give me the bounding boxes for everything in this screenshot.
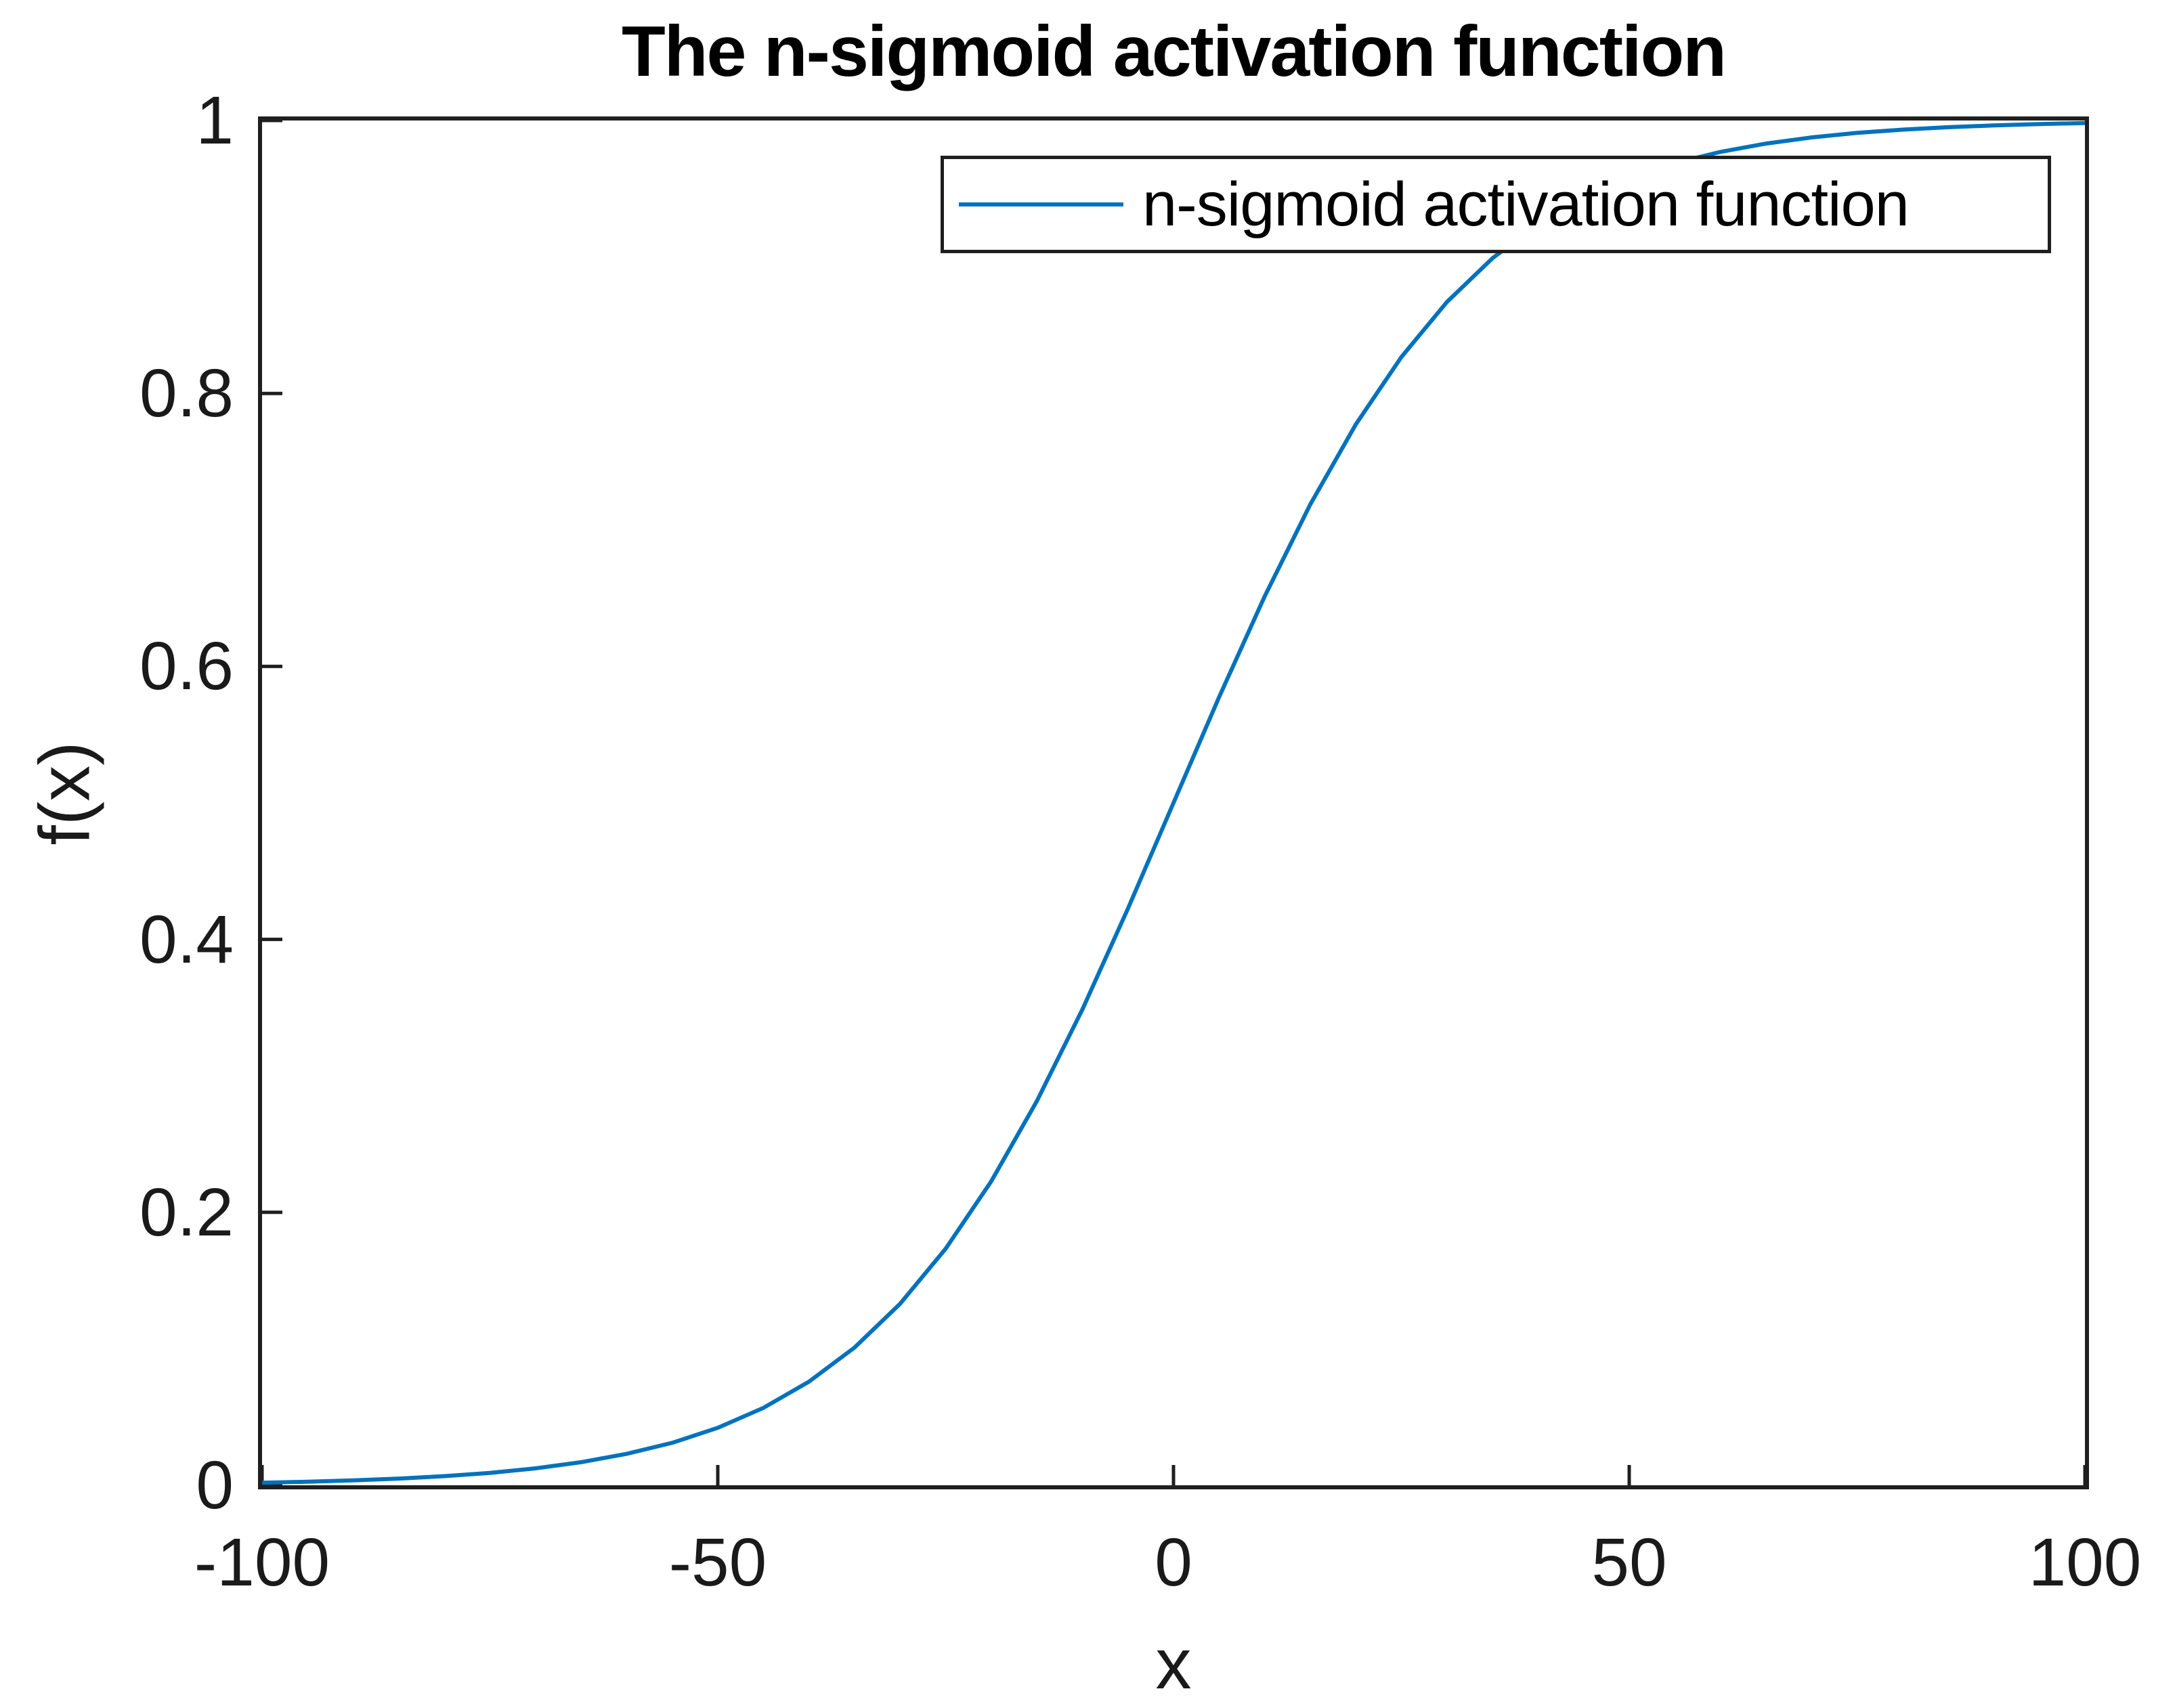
- chart-title: The n-sigmoid activation function: [622, 12, 1727, 91]
- x-tick-label: 100: [2028, 1525, 2142, 1600]
- y-tick-label: 0.4: [139, 901, 234, 978]
- y-tick-label: 0.6: [139, 628, 234, 705]
- legend-entry-label: n-sigmoid activation function: [1142, 169, 1910, 239]
- sigmoid-curve-line: [262, 121, 2085, 1485]
- x-tick-label: 50: [1591, 1525, 1667, 1600]
- y-tick-label: 1: [196, 83, 234, 158]
- x-tick-label: 0: [1155, 1525, 1192, 1600]
- axis-tick-marks: [262, 121, 2085, 1485]
- y-tick-label: 0.8: [139, 355, 234, 432]
- y-axis-label: f(x): [24, 741, 105, 846]
- legend: n-sigmoid activation function: [941, 156, 2051, 253]
- plot-area: n-sigmoid activation function: [258, 116, 2089, 1489]
- legend-line-sample: [959, 202, 1123, 206]
- x-axis-label: x: [1155, 1624, 1192, 1704]
- x-tick-label: -100: [194, 1525, 330, 1600]
- x-tick-label: -50: [668, 1525, 767, 1600]
- sigmoid-curve-plot: [262, 121, 2085, 1485]
- y-tick-label: 0.2: [139, 1174, 234, 1250]
- y-tick-label: 0: [196, 1447, 234, 1523]
